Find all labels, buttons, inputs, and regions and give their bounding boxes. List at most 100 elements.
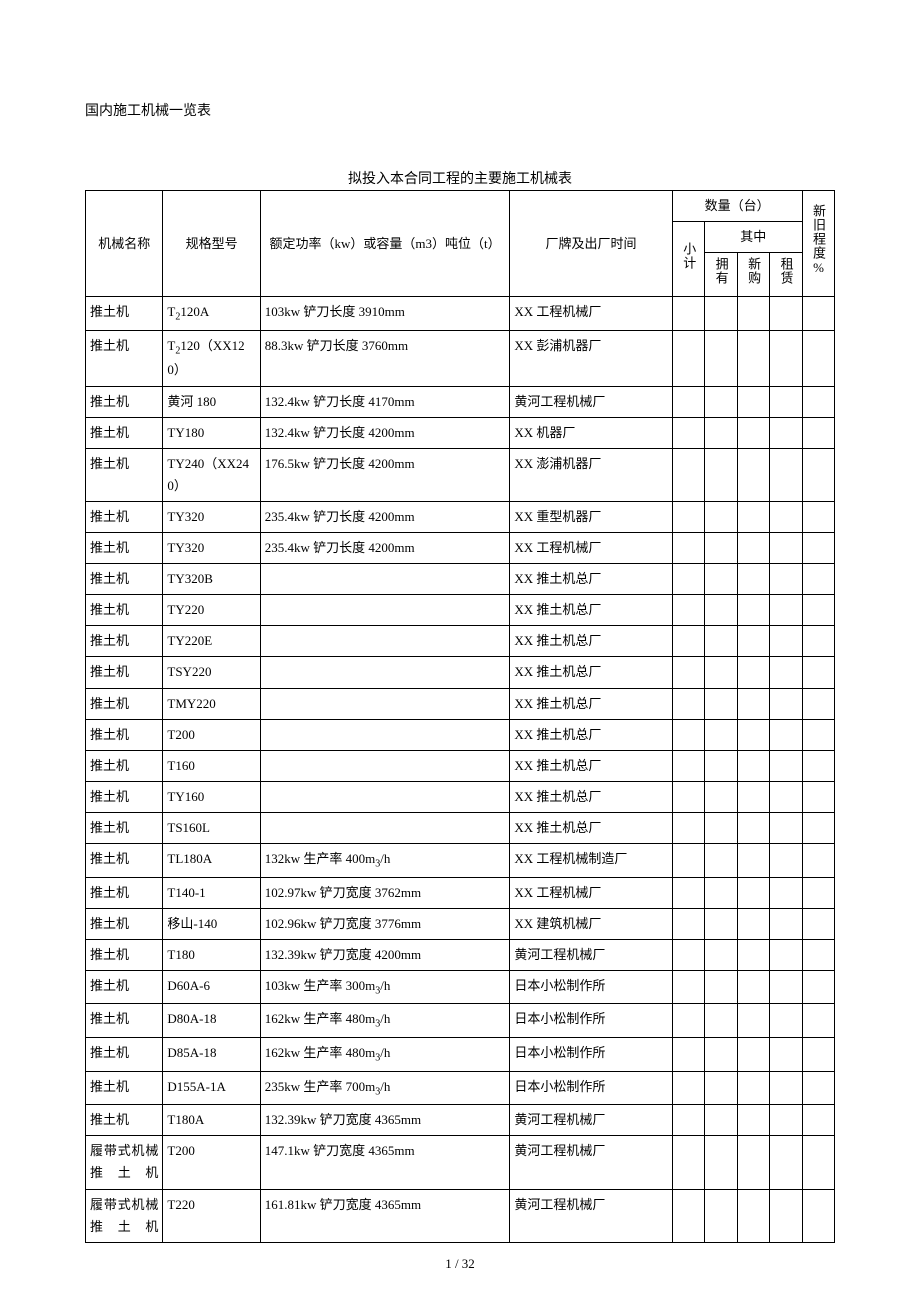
- cell-qty: [802, 657, 835, 688]
- table-row: 推土机TL180A132kw 生产率 400m3/hXX 工程机械制造厂: [86, 843, 835, 877]
- table-header: 机械名称 规格型号 额定功率（kw）或容量（m3）吨位（t） 厂牌及出厂时间 数…: [86, 191, 835, 297]
- cell-qty: [705, 417, 737, 448]
- cell-qty: [802, 1105, 835, 1136]
- cell-qty: [705, 1038, 737, 1072]
- cell-qty: [770, 877, 802, 908]
- header-power: 额定功率（kw）或容量（m3）吨位（t）: [260, 191, 510, 297]
- cell-qty: [802, 812, 835, 843]
- table-row: 推土机T2120（XX120）88.3kw 铲刀长度 3760mmXX 彭浦机器…: [86, 330, 835, 386]
- cell-qty: [672, 626, 704, 657]
- cell-qty: [705, 1071, 737, 1105]
- cell-qty: [705, 533, 737, 564]
- cell-model: TL180A: [163, 843, 260, 877]
- cell-qty: [705, 1136, 737, 1189]
- cell-qty: [672, 908, 704, 939]
- table-row: 推土机T160XX 推土机总厂: [86, 750, 835, 781]
- cell-model: TY320B: [163, 564, 260, 595]
- cell-qty: [705, 908, 737, 939]
- cell-qty: [705, 719, 737, 750]
- cell-name: 推土机: [86, 719, 163, 750]
- cell-qty: [737, 1189, 769, 1242]
- cell-qty: [802, 1136, 835, 1189]
- table-row: 推土机TMY220XX 推土机总厂: [86, 688, 835, 719]
- cell-qty: [737, 719, 769, 750]
- cell-name: 推土机: [86, 877, 163, 908]
- cell-name: 推土机: [86, 595, 163, 626]
- header-qty-group: 数量（台）: [672, 191, 802, 222]
- cell-qty: [802, 939, 835, 970]
- cell-power: 161.81kw 铲刀宽度 4365mm: [260, 1189, 510, 1242]
- table-row: 推土机移山-140102.96kw 铲刀宽度 3776mmXX 建筑机械厂: [86, 908, 835, 939]
- cell-qty: [737, 564, 769, 595]
- cell-qty: [672, 812, 704, 843]
- cell-power: 235kw 生产率 700m3/h: [260, 1071, 510, 1105]
- cell-qty: [705, 501, 737, 532]
- cell-factory: 日本小松制作所: [510, 970, 672, 1004]
- table-row: 推土机D85A-18162kw 生产率 480m3/h日本小松制作所: [86, 1038, 835, 1072]
- cell-qty: [705, 626, 737, 657]
- cell-power: 132kw 生产率 400m3/h: [260, 843, 510, 877]
- cell-name: 推土机: [86, 688, 163, 719]
- cell-factory: XX 推土机总厂: [510, 812, 672, 843]
- cell-qty: [737, 877, 769, 908]
- cell-power: 147.1kw 铲刀宽度 4365mm: [260, 1136, 510, 1189]
- cell-qty: [672, 688, 704, 719]
- cell-qty: [770, 781, 802, 812]
- table-row: 推土机D80A-18162kw 生产率 480m3/h日本小松制作所: [86, 1004, 835, 1038]
- header-qizhong: 其中: [705, 222, 802, 253]
- cell-model: T140-1: [163, 877, 260, 908]
- page-number: 1 / 32: [0, 1256, 920, 1272]
- cell-qty: [770, 750, 802, 781]
- cell-power: [260, 657, 510, 688]
- cell-qty: [802, 1189, 835, 1242]
- cell-model: 移山-140: [163, 908, 260, 939]
- cell-qty: [672, 877, 704, 908]
- cell-power: [260, 595, 510, 626]
- cell-qty: [770, 812, 802, 843]
- cell-power: 132.39kw 铲刀宽度 4365mm: [260, 1105, 510, 1136]
- cell-name: 推土机: [86, 386, 163, 417]
- cell-qty: [705, 843, 737, 877]
- cell-qty: [737, 1038, 769, 1072]
- cell-qty: [705, 564, 737, 595]
- machinery-table: 机械名称 规格型号 额定功率（kw）或容量（m3）吨位（t） 厂牌及出厂时间 数…: [85, 190, 835, 1243]
- cell-power: [260, 719, 510, 750]
- cell-model: TY180: [163, 417, 260, 448]
- table-row: 推土机TY320235.4kw 铲刀长度 4200mmXX 工程机械厂: [86, 533, 835, 564]
- cell-qty: [737, 939, 769, 970]
- cell-model: TY320: [163, 533, 260, 564]
- cell-model: TS160L: [163, 812, 260, 843]
- cell-qty: [672, 1004, 704, 1038]
- cell-qty: [770, 1038, 802, 1072]
- cell-factory: XX 工程机械制造厂: [510, 843, 672, 877]
- cell-qty: [672, 1189, 704, 1242]
- document-title: 国内施工机械一览表: [85, 100, 835, 120]
- table-row: 推土机TY240（XX240）176.5kw 铲刀长度 4200mmXX 澎浦机…: [86, 448, 835, 501]
- cell-name: 推土机: [86, 908, 163, 939]
- cell-model: T180: [163, 939, 260, 970]
- cell-qty: [672, 657, 704, 688]
- cell-power: 162kw 生产率 480m3/h: [260, 1038, 510, 1072]
- cell-qty: [672, 297, 704, 331]
- cell-qty: [802, 1004, 835, 1038]
- cell-power: 132.39kw 铲刀宽度 4200mm: [260, 939, 510, 970]
- cell-power: 102.97kw 铲刀宽度 3762mm: [260, 877, 510, 908]
- cell-model: T180A: [163, 1105, 260, 1136]
- cell-factory: XX 推土机总厂: [510, 688, 672, 719]
- cell-name: 推土机: [86, 564, 163, 595]
- table-caption: 拟投入本合同工程的主要施工机械表: [85, 168, 835, 188]
- cell-name: 推土机: [86, 1105, 163, 1136]
- cell-qty: [737, 448, 769, 501]
- table-row: 推土机T180132.39kw 铲刀宽度 4200mm黄河工程机械厂: [86, 939, 835, 970]
- cell-factory: XX 工程机械厂: [510, 297, 672, 331]
- cell-power: 103kw 生产率 300m3/h: [260, 970, 510, 1004]
- cell-factory: XX 重型机器厂: [510, 501, 672, 532]
- table-row: 履带式机械推土机T200147.1kw 铲刀宽度 4365mm黄河工程机械厂: [86, 1136, 835, 1189]
- cell-qty: [770, 719, 802, 750]
- cell-qty: [737, 970, 769, 1004]
- table-row: 推土机TY220EXX 推土机总厂: [86, 626, 835, 657]
- cell-qty: [705, 330, 737, 386]
- cell-name: 推土机: [86, 1004, 163, 1038]
- cell-qty: [802, 448, 835, 501]
- table-row: 推土机T180A132.39kw 铲刀宽度 4365mm黄河工程机械厂: [86, 1105, 835, 1136]
